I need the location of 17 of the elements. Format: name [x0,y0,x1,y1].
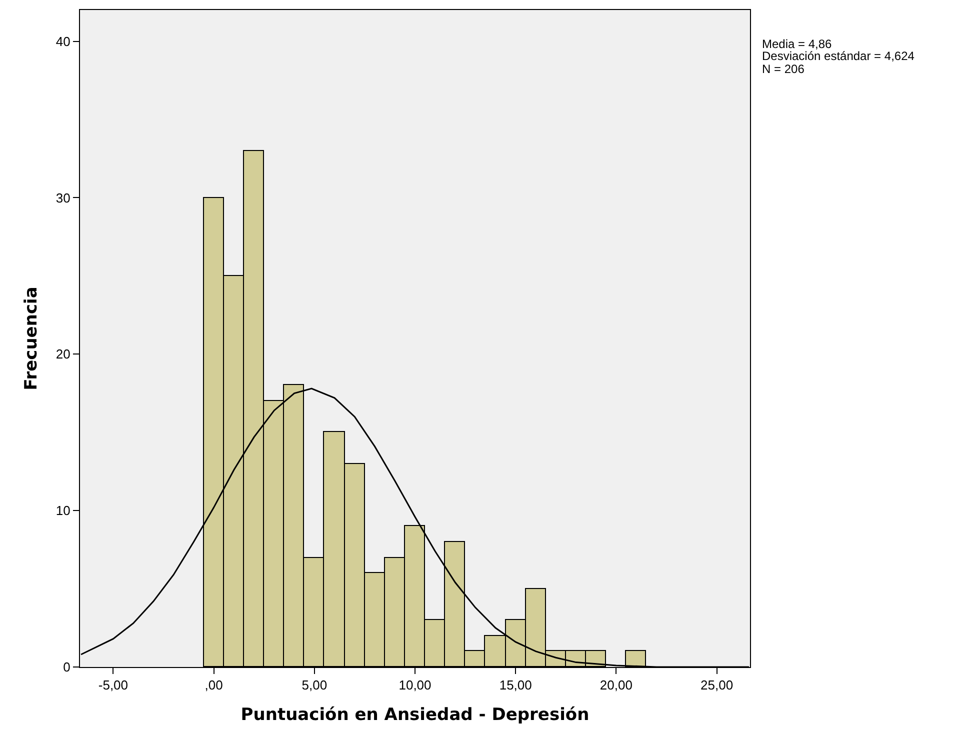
text: N = 206 [762,62,805,76]
y-tick-label: 40 [56,34,70,49]
text: Media = 4,86 [762,37,832,51]
x-tick-label: ,00 [204,678,223,693]
y-tick-label: 10 [56,503,70,518]
x-tick-label: -5,00 [98,678,128,693]
x-tick-label: 5,00 [302,678,328,693]
y-tick-label: 20 [56,346,70,362]
x-tick-label: 10,00 [398,678,432,693]
y-tick-label: 0 [63,660,70,675]
x-tick-label: 15,00 [499,678,532,693]
y-axis-title: Frecuencia [21,286,42,390]
x-axis-title: Puntuación en Ansiedad - Depresión [240,705,590,725]
x-tick-label: 25,00 [700,678,734,693]
text: Desviación estándar = 4,624 [762,49,915,63]
y-tick-label: 30 [56,190,70,206]
x-tick-label: 20,00 [600,678,632,693]
